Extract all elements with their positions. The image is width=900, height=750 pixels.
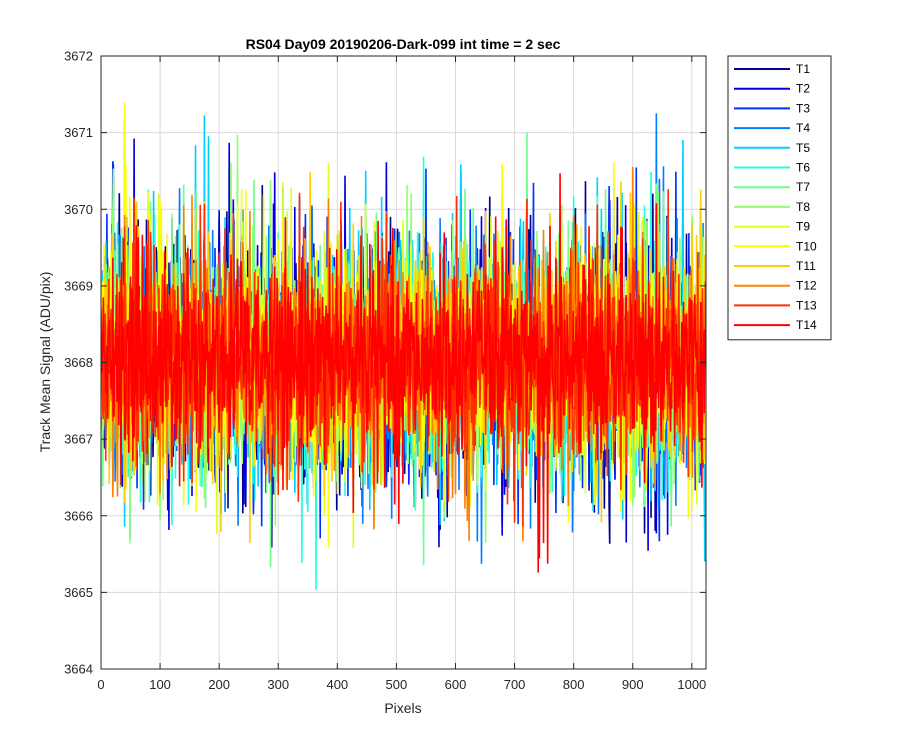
axes-layer: 0 100 200 300 400 500 600 700 800 900 1000 3664 3665… — [64, 49, 707, 692]
series-layer — [101, 102, 706, 590]
legend-label-t14: T14 — [796, 318, 817, 332]
y-tick-label: 3670 — [64, 202, 93, 217]
legend-label-t13: T13 — [796, 298, 817, 312]
x-axis-title: Pixels — [384, 700, 421, 716]
x-tick-label: 500 — [386, 677, 408, 692]
legend-label-t5: T5 — [796, 141, 810, 155]
legend-label-t6: T6 — [796, 161, 810, 175]
x-tick-label: 100 — [149, 677, 171, 692]
x-tick-label: 0 — [97, 677, 104, 692]
y-tick-label: 3664 — [64, 662, 93, 677]
x-tick-label: 1000 — [677, 677, 706, 692]
legend-box — [727, 55, 832, 341]
y-tick-label: 3669 — [64, 278, 93, 293]
legend-label-t12: T12 — [796, 279, 817, 293]
legend-label-t8: T8 — [796, 200, 810, 214]
x-tick-label: 900 — [622, 677, 644, 692]
x-tick-label: 700 — [504, 677, 526, 692]
legend-label-t2: T2 — [796, 82, 810, 96]
legend-label-t7: T7 — [796, 180, 810, 194]
chart-title: RS04 Day09 20190206-Dark-099 int time = … — [246, 36, 561, 52]
y-tick-label: 3665 — [64, 585, 93, 600]
x-tick-label: 400 — [326, 677, 348, 692]
y-tick-label: 3668 — [64, 355, 93, 370]
x-tick-label: 800 — [563, 677, 585, 692]
legend-label-t11: T11 — [796, 259, 816, 273]
x-tick-label: 300 — [267, 677, 289, 692]
series-line-t14 — [101, 173, 706, 573]
legend-label-t9: T9 — [796, 220, 810, 234]
y-tick-label: 3672 — [64, 49, 93, 64]
legend-label-t4: T4 — [796, 121, 810, 135]
y-tick-label: 3667 — [64, 432, 93, 447]
legend: T1 T2 T3 T4 T5 T6 T7 T8 T9 T10 T11 T12 T13 T14 — [727, 55, 832, 341]
legend-label-t1: T1 — [796, 62, 810, 76]
y-tick-label: 3666 — [64, 508, 93, 523]
x-tick-label: 200 — [208, 677, 230, 692]
y-tick-label: 3671 — [64, 125, 93, 140]
x-tick-label: 600 — [445, 677, 467, 692]
y-axis-title: Track Mean Signal (ADU/pix) — [37, 272, 53, 453]
legend-label-t3: T3 — [796, 101, 810, 115]
legend-label-t10: T10 — [796, 239, 817, 253]
